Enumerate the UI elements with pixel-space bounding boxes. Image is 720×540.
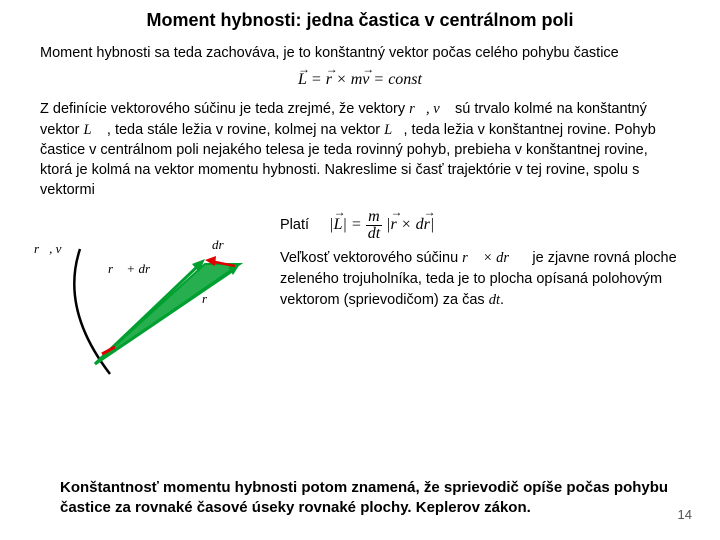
trajectory-diagram: r⃗, v⃗ r⃗ + dr⃗ dr⃗ r⃗ xyxy=(40,209,270,379)
L-symbol-2: L⃗ xyxy=(384,122,403,138)
right-column: Platí |L| = mdt |r × dr| Veľkosť vektoro… xyxy=(280,209,680,311)
p2-part-a: Z definície vektorového súčinu je teda z… xyxy=(40,101,409,117)
vector-r xyxy=(95,269,235,364)
right-c: . xyxy=(500,292,504,308)
label-rv: r⃗, v⃗ xyxy=(34,241,72,257)
p2-part-c: , teda stále ležia v rovine, kolmej na v… xyxy=(103,122,384,138)
cross-symbol: r⃗ × dr⃗ xyxy=(462,250,520,266)
label-dr: dr⃗ xyxy=(212,237,234,253)
slide-title: Moment hybnosti: jedna častica v centrál… xyxy=(110,10,610,31)
plati-label: Platí xyxy=(280,217,309,233)
formula-L-magnitude: |L| = mdt |r × dr| xyxy=(329,216,434,233)
paragraph-2: Z definície vektorového súčinu je teda z… xyxy=(40,99,680,200)
label-r-plus-dr: r⃗ + dr⃗ xyxy=(108,261,160,277)
right-a: Veľkosť vektorového súčinu xyxy=(280,250,462,266)
dt-symbol: dt xyxy=(489,292,500,308)
footer-conclusion: Konštantnosť momentu hybnosti potom znam… xyxy=(60,478,670,519)
paragraph-1: Moment hybnosti sa teda zachováva, je to… xyxy=(40,43,680,63)
label-r: r⃗ xyxy=(202,291,217,307)
formula-L: L = r × mv = const xyxy=(40,71,680,89)
L-symbol-1: L⃗ xyxy=(84,122,103,138)
page-number: 14 xyxy=(678,507,692,522)
rv-symbol: r⃗, v⃗ xyxy=(409,101,451,117)
right-text: Veľkosť vektorového súčinu r⃗ × dr⃗ je z… xyxy=(280,248,680,311)
